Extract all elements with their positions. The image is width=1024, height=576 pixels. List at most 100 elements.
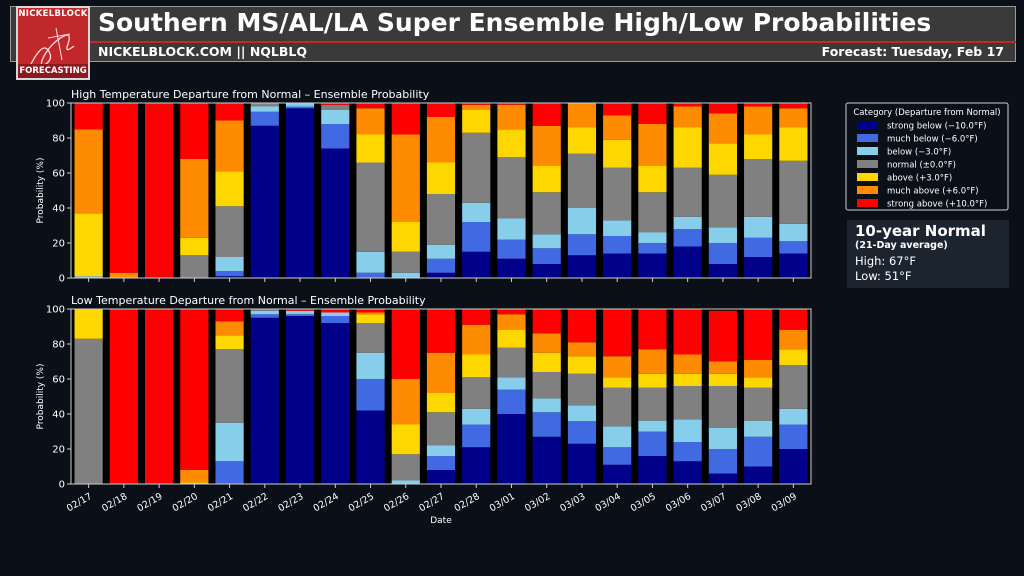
low-bar-02-22-s1: [250, 314, 279, 318]
low-bar-03-04-s3: [603, 387, 632, 427]
high-bar-02-26-s6: [391, 103, 420, 135]
normal-box-title: 10-year Normal: [855, 222, 986, 240]
high-bar-02-17-s2: [74, 276, 103, 278]
high-bar-02-21-s2: [215, 257, 244, 271]
high-bar-03-08-s6: [744, 103, 773, 107]
low-bar-03-04-s1: [603, 447, 632, 465]
low-bar-03-03-s4: [567, 356, 597, 374]
high-bar-03-09-s6: [779, 103, 808, 109]
low-bar-03-01-s4: [497, 330, 526, 348]
legend-label-0: strong below (−10.0°F): [887, 122, 986, 132]
x-tick-label-02-23: 02/23: [276, 491, 305, 514]
high-bar-03-09-s2: [779, 223, 808, 242]
low-panel-title: Low Temperature Departure from Normal – …: [71, 294, 426, 307]
low-bar-03-07-s6: [708, 310, 737, 362]
low-bar-03-01-s5: [497, 314, 526, 330]
normal-high-value: High: 67°F: [855, 254, 916, 268]
high-bar-02-20-s3: [180, 255, 209, 278]
x-tick-label-02-26: 02/26: [382, 491, 411, 514]
legend-swatch-3: [857, 160, 878, 168]
high-bar-03-06-s6: [673, 103, 702, 107]
high-bar-02-25-s5: [356, 108, 385, 135]
title-divider: [90, 41, 1016, 43]
x-tick-label-03-02: 03/02: [523, 491, 552, 514]
low-y-axis-label: Probability (%): [36, 363, 46, 429]
high-bar-03-03-s0: [567, 255, 597, 278]
low-bar-03-07-s0: [708, 473, 737, 484]
high-bar-02-27-s3: [426, 194, 456, 245]
high-bar-02-17-s5: [74, 129, 103, 214]
low-bar-03-08-s1: [744, 436, 773, 467]
low-bar-03-03-s0: [567, 443, 597, 484]
low-bar-02-21-s2: [215, 422, 244, 462]
x-tick-label-02-18: 02/18: [100, 491, 129, 514]
low-bar-03-09-s6: [779, 309, 808, 330]
high-y-axis-label: Probability (%): [36, 157, 46, 223]
high-bar-03-06-s5: [673, 106, 702, 128]
low-bar-03-05-s6: [638, 309, 667, 350]
low-bar-03-02-s2: [532, 398, 561, 413]
high-bar-02-24-s2: [321, 110, 350, 124]
high-bar-03-01-s4: [497, 129, 526, 158]
low-bar-03-02-s4: [532, 352, 561, 372]
high-bar-02-27-s1: [426, 258, 456, 273]
logo-bottom-text: FORECASTING: [18, 64, 88, 78]
legend-label-4: above (+3.0°F): [887, 174, 952, 184]
low-bar-03-05-s3: [638, 387, 667, 421]
low-bar-03-03-s3: [567, 373, 597, 406]
x-tick-label-03-08: 03/08: [734, 491, 763, 514]
high-bar-03-08-s4: [744, 134, 773, 159]
high-bar-02-21-s6: [215, 103, 244, 121]
legend-label-3: normal (±0.0°F): [887, 161, 956, 171]
high-bar-02-27-s6: [426, 103, 456, 117]
high-bar-03-08-s3: [744, 159, 773, 217]
low-bar-03-01-s2: [497, 377, 526, 390]
x-tick-label-02-24: 02/24: [312, 491, 341, 514]
x-tick-label-03-05: 03/05: [629, 491, 658, 514]
low-bar-03-05-s0: [638, 456, 667, 484]
legend-label-1: much below (−6.0°F): [887, 135, 978, 145]
low-bar-02-24-s0: [321, 323, 350, 484]
high-bar-02-21-s1: [215, 271, 244, 277]
high-bar-03-03-s4: [567, 127, 597, 154]
high-bar-02-27-s0: [426, 272, 456, 278]
high-bar-03-02-s3: [532, 192, 561, 235]
low-bar-03-02-s5: [532, 333, 561, 353]
x-tick-label-02-21: 02/21: [206, 491, 235, 514]
high-bar-03-01-s0: [497, 258, 526, 278]
high-bar-03-01-s6: [497, 103, 526, 105]
x-tick-label-02-17: 02/17: [65, 491, 94, 514]
nickelblock-logo: NICKELBLOCK FORECASTING: [16, 6, 90, 80]
low-bar-02-26-s6: [391, 309, 420, 379]
high-bar-03-05-s5: [638, 124, 667, 166]
low-bar-02-25-s3: [356, 323, 385, 353]
x-tick-label-03-09: 03/09: [770, 491, 799, 514]
x-tick-label-02-22: 02/22: [241, 491, 270, 514]
high-bar-02-24-s1: [321, 124, 350, 149]
high-bar-03-06-s4: [673, 127, 702, 168]
page-title: Southern MS/AL/LA Super Ensemble High/Lo…: [98, 8, 932, 37]
low-bar-02-17-s4: [74, 309, 103, 339]
high-ytick-label-20: 20: [52, 239, 65, 250]
x-tick-label-03-06: 03/06: [664, 491, 693, 514]
high-ytick-label-0: 0: [59, 274, 65, 285]
high-bar-03-01-s3: [497, 157, 526, 219]
low-bar-02-27-s1: [426, 456, 456, 470]
high-bar-03-08-s0: [744, 257, 773, 278]
x-tick-label-03-04: 03/04: [593, 491, 622, 514]
high-bar-03-09-s1: [779, 241, 808, 254]
high-bar-03-08-s2: [744, 216, 773, 238]
low-bar-02-23-s6: [285, 309, 315, 311]
low-bar-03-09-s0: [779, 449, 808, 484]
high-bar-03-04-s6: [603, 103, 632, 116]
high-bar-02-20-s5: [180, 159, 209, 238]
high-bar-03-09-s5: [779, 108, 808, 128]
high-bar-02-19-s6: [145, 103, 174, 278]
high-bar-03-08-s5: [744, 106, 773, 135]
low-bar-03-08-s3: [744, 387, 773, 421]
high-bar-03-03-s1: [567, 234, 597, 256]
high-bar-02-25-s2: [356, 251, 385, 273]
high-bar-02-25-s4: [356, 134, 385, 163]
high-bar-03-05-s0: [638, 253, 667, 278]
low-bar-02-26-s2: [391, 480, 420, 484]
